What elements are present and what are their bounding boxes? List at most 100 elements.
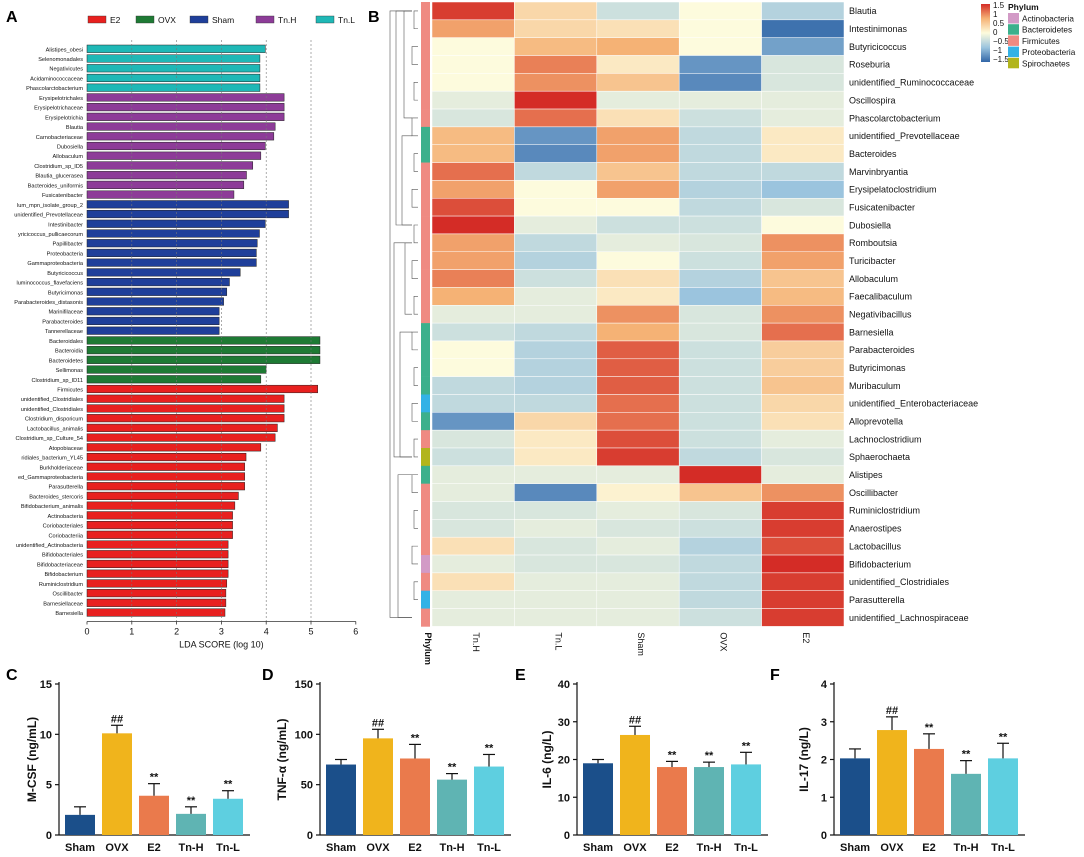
lda-x-tick-label: 6 bbox=[353, 626, 358, 636]
heatmap-cell bbox=[431, 180, 515, 199]
heatmap-cell bbox=[678, 447, 762, 467]
heatmap-row-label: Lachnoclostridium bbox=[849, 434, 922, 444]
heatmap-cell bbox=[596, 215, 680, 235]
heatmap-cell bbox=[678, 19, 762, 38]
heatmap-cell bbox=[678, 412, 762, 431]
heatmap-cell bbox=[514, 73, 598, 92]
phylum-strip-cell bbox=[421, 555, 430, 574]
phylum-strip-cell bbox=[421, 19, 430, 38]
x-category-label: E2 bbox=[665, 842, 678, 854]
heatmap-cell bbox=[678, 287, 762, 306]
panel-label-a: A bbox=[6, 9, 18, 26]
y-tick-label: 3 bbox=[821, 717, 827, 729]
heatmap-cell bbox=[678, 180, 762, 199]
y-tick-label: 1 bbox=[821, 792, 827, 804]
lda-bar-label: Intestinibacter bbox=[48, 222, 83, 228]
dendrogram-link bbox=[413, 296, 418, 315]
heatmap-column-label: Tn.L bbox=[554, 632, 564, 650]
heatmap-cell bbox=[596, 412, 680, 431]
heatmap-cell bbox=[761, 215, 845, 235]
heatmap-cell bbox=[678, 90, 762, 110]
heatmap-row-label: Butyricicoccus bbox=[849, 42, 907, 52]
heatmap-cell bbox=[596, 590, 680, 609]
heatmap-row-label: Muribaculum bbox=[849, 381, 901, 391]
heatmap-cell bbox=[431, 305, 515, 324]
heatmap-cell bbox=[596, 519, 680, 538]
heatmap-cell bbox=[761, 108, 845, 128]
heatmap-cell bbox=[678, 394, 762, 413]
heatmap-cell bbox=[431, 554, 515, 574]
heatmap-row-label: Parasutterella bbox=[849, 595, 905, 605]
lda-bar-label: Parabacteroides bbox=[42, 319, 83, 325]
heatmap-cell bbox=[514, 590, 598, 609]
heatmap-row-label: Turicibacter bbox=[849, 256, 896, 266]
lda-bar-label: Bifidobacteriaceae bbox=[37, 562, 83, 568]
heatmap-cell bbox=[678, 608, 762, 627]
heatmap-cell bbox=[431, 126, 515, 145]
heatmap-cell bbox=[678, 305, 762, 324]
heatmap-cell bbox=[514, 1, 598, 21]
heatmap-cell bbox=[431, 73, 515, 92]
heatmap-cell bbox=[678, 269, 762, 288]
panel-label-e: E bbox=[515, 667, 526, 684]
lda-bar-label: unidentified_Prevotellaceae bbox=[14, 213, 83, 219]
heatmap-cell bbox=[431, 429, 515, 449]
heatmap-cell bbox=[761, 144, 845, 163]
heatmap-cell bbox=[596, 536, 680, 556]
heatmap-cell bbox=[761, 519, 845, 538]
lda-bar bbox=[86, 482, 245, 491]
phylum-strip-cell bbox=[421, 430, 430, 449]
heatmap-cell bbox=[431, 590, 515, 609]
y-tick-label: 15 bbox=[40, 679, 52, 691]
lda-bar-label: Lactobacillus_animalis bbox=[27, 426, 83, 432]
lda-bar bbox=[86, 200, 289, 209]
dendrogram-link bbox=[413, 81, 418, 101]
heatmap-cell bbox=[761, 465, 845, 484]
lda-bar-label: unidentified_Actinobacteria bbox=[16, 543, 84, 549]
heatmap-cell bbox=[761, 269, 845, 288]
heatmap-cell bbox=[431, 1, 515, 21]
legend-swatch-e2 bbox=[87, 15, 107, 24]
y-tick-label: 30 bbox=[558, 717, 570, 729]
lda-bar bbox=[86, 423, 278, 432]
color-scale-tick-label: −1 bbox=[993, 46, 1003, 55]
heatmap-cell bbox=[514, 215, 598, 235]
il6-bar-chart: 0 10 20 30 40 IL-6 (ng/L) Sham ## OVX ** E2 ** Tn-H *… bbox=[540, 679, 768, 854]
lda-bar-label: Sellimonas bbox=[56, 368, 84, 374]
heatmap-cell bbox=[514, 162, 598, 181]
dendrogram-link bbox=[413, 581, 418, 600]
lda-bar-label: Clostridium_sp_ID5 bbox=[34, 164, 83, 170]
y-tick-label: 150 bbox=[295, 679, 313, 691]
heatmap-cell bbox=[596, 358, 680, 377]
dendrogram-link bbox=[411, 46, 418, 65]
dendrogram-link bbox=[413, 510, 418, 529]
heatmap-cell bbox=[514, 394, 598, 413]
lda-bar bbox=[86, 132, 275, 141]
lda-bar bbox=[86, 404, 285, 413]
significance-mark: ** bbox=[999, 731, 1008, 743]
heatmap-cell bbox=[596, 162, 680, 181]
heatmap-cell bbox=[514, 37, 598, 56]
lda-bar bbox=[86, 336, 321, 345]
heatmap-cell bbox=[514, 465, 598, 484]
lda-x-tick-label: 0 bbox=[84, 626, 89, 636]
phylum-strip-cell bbox=[421, 323, 430, 342]
bar-ovx bbox=[877, 730, 907, 835]
legend-swatch-tnh bbox=[255, 15, 275, 24]
heatmap-cell bbox=[431, 340, 515, 360]
heatmap-cell bbox=[678, 465, 762, 484]
heatmap-column-label: Tn.H bbox=[471, 632, 481, 652]
heatmap-cell bbox=[596, 37, 680, 56]
lda-bar bbox=[86, 511, 233, 520]
y-axis-title: IL-17 (ng/L) bbox=[797, 727, 811, 792]
phylum-strip-cell bbox=[421, 590, 430, 609]
lda-bar bbox=[86, 248, 257, 257]
lda-bar-label: Erysipelotrichales bbox=[39, 96, 83, 102]
significance-mark: ** bbox=[187, 795, 196, 807]
heatmap-cell bbox=[761, 394, 845, 413]
heatmap-cell bbox=[431, 447, 515, 467]
mcsf-bar-chart: 0 5 10 15 M-CSF (ng/mL) Sham ## OVX ** E2 ** Tn-H **… bbox=[25, 679, 250, 854]
heatmap-cell bbox=[431, 358, 515, 377]
heatmap-cell bbox=[678, 215, 762, 235]
phylum-legend-swatch bbox=[1008, 24, 1019, 35]
